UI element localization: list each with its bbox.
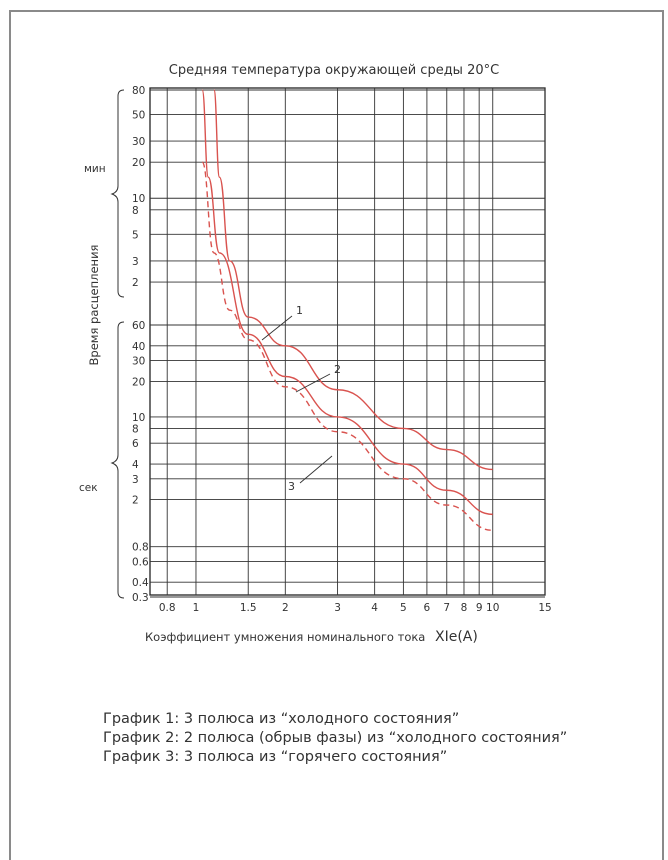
annotation-label-3: 3: [288, 480, 295, 493]
x-tick-label: 2: [282, 602, 289, 614]
x-axis-label: Коэффициент умножения номинального тока …: [145, 629, 478, 645]
y-tick-label-min: 8: [132, 205, 139, 217]
y-tick-label-sec: 0.3: [132, 592, 149, 604]
x-tick-label: 10: [486, 602, 499, 614]
annotations: 1 2 3: [261, 304, 341, 493]
annotation-leader-1: [261, 315, 293, 341]
y-tick-label-sec: 0.6: [132, 556, 149, 568]
y-tick-label-sec: 20: [132, 376, 145, 388]
y-tick-label-sec: 60: [132, 320, 145, 332]
x-tick-label: 8: [461, 602, 468, 614]
plot-border: [149, 87, 546, 596]
y-tick-label-min: 3: [132, 256, 139, 268]
figure-frame: [9, 10, 664, 860]
y-tick-label-sec: 2: [132, 495, 139, 507]
y-tick-label-sec: 30: [132, 356, 145, 368]
y-tick-label-min: 2: [132, 277, 139, 289]
annotation-label-2: 2: [334, 363, 341, 376]
annotation-label-1: 1: [296, 304, 303, 317]
seconds-bracket: [110, 321, 125, 599]
y-axis-label: Время расцепления: [87, 245, 101, 366]
x-tick-label: 5: [400, 602, 407, 614]
y-tick-label-sec: 4: [132, 459, 139, 471]
y-tick-label-min: 30: [132, 136, 145, 148]
y-tick-label-min: 10: [132, 193, 145, 205]
x-tick-label: 3: [334, 602, 341, 614]
x-tick-label: 7: [443, 602, 450, 614]
legend-line-3: График 3: 3 полюса из “горячего состояни…: [103, 749, 448, 765]
x-axis-unit: XIe(A): [435, 629, 478, 645]
annotation-leader-3: [299, 455, 333, 484]
chart-title: Средняя температура окружающей среды 20°…: [169, 63, 499, 78]
y-tick-label-min: 5: [132, 229, 139, 241]
y-group-seconds: сек: [79, 482, 98, 494]
y-tick-label-sec: 8: [132, 423, 139, 435]
minutes-bracket: [110, 89, 125, 298]
x-tick-label: 1: [193, 602, 200, 614]
curve-1: [213, 89, 493, 471]
x-tick-label: 6: [424, 602, 431, 614]
curve-3: [201, 161, 493, 531]
x-tick-label: 15: [538, 602, 551, 614]
axes: 0.8 1 1.5 2 3 4 5 6 7 8 9 10 15805030201085326040302…: [110, 85, 552, 614]
legend-line-1: График 1: 3 полюса из “холодного состоян…: [103, 711, 460, 727]
y-tick-label-sec: 10: [132, 412, 145, 424]
trip-curve-chart: Средняя температура окружающей среды 20°…: [79, 63, 552, 645]
x-axis-label-text: Коэффициент умножения номинального тока: [145, 630, 425, 644]
curve-2: [201, 89, 493, 516]
x-tick-label: 0.8: [159, 602, 176, 614]
annotation-leader-2: [295, 373, 331, 393]
y-tick-label-sec: 3: [132, 474, 139, 486]
y-tick-label-min: 80: [132, 85, 145, 97]
x-tick-label: 1.5: [240, 602, 257, 614]
curves: [201, 89, 493, 531]
y-tick-label-min: 20: [132, 157, 145, 169]
y-tick-label-sec: 0.8: [132, 542, 149, 554]
grid: [149, 87, 546, 598]
y-tick-label-min: 50: [132, 109, 145, 121]
y-tick-label-sec: 40: [132, 341, 145, 353]
legend-caption: График 1: 3 полюса из “холодного состоян…: [103, 710, 567, 767]
y-tick-label-sec: 0.4: [132, 577, 149, 589]
x-tick-label: 9: [476, 602, 483, 614]
x-tick-label: 4: [371, 602, 378, 614]
legend-line-2: График 2: 2 полюса (обрыв фазы) из “холо…: [103, 730, 568, 746]
y-group-minutes: мин: [84, 163, 106, 175]
y-tick-label-sec: 6: [132, 438, 139, 450]
